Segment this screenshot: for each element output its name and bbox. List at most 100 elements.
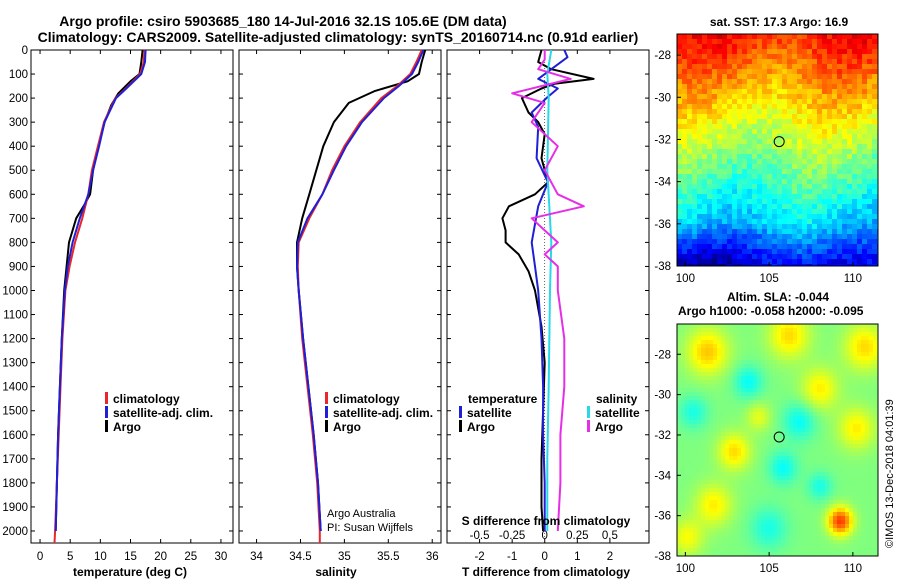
map-pixel [792, 34, 798, 40]
map-pixel [729, 500, 734, 505]
map-pixel [767, 99, 773, 105]
map-pixel [777, 169, 783, 175]
map-pixel [717, 34, 723, 40]
map-pixel [841, 396, 846, 401]
map-pixel [725, 496, 730, 501]
map-pixel [792, 114, 798, 120]
map-pixel [833, 340, 838, 345]
map-pixel [712, 199, 718, 205]
map-pixel [841, 504, 846, 509]
map-pixel [732, 149, 738, 155]
map-pixel [867, 169, 873, 175]
map-pixel [677, 34, 683, 40]
map-pixel [817, 64, 823, 70]
map-pixel [687, 64, 693, 70]
map-pixel [797, 34, 803, 40]
map-pixel [802, 39, 808, 45]
map-pixel [717, 84, 723, 90]
map-pixel [733, 364, 738, 369]
map-pixel [725, 388, 730, 393]
temperature-xlabel: temperature (deg C) [73, 565, 187, 579]
map-pixel [873, 388, 878, 393]
map-pixel [802, 194, 808, 200]
map-pixel [769, 504, 774, 509]
map-pixel [769, 400, 774, 405]
map-pixel [777, 360, 782, 365]
depth-tick-label: 200 [9, 93, 28, 105]
map-pixel [769, 528, 774, 533]
map-pixel [842, 219, 848, 225]
map-pixel [852, 134, 858, 140]
sla-map: Altim. SLA: -0.044 Argo h1000: -0.058 h2… [654, 290, 879, 575]
map-pixel [757, 456, 762, 461]
sst-map: sat. SST: 17.3 Argo: 16.9 100 105 110-28-3… [654, 15, 879, 285]
map-pixel [729, 496, 734, 501]
map-pixel [769, 376, 774, 381]
map-pixel [721, 476, 726, 481]
map-pixel [842, 254, 848, 260]
map-pixel [857, 259, 863, 265]
map-pixel [849, 332, 854, 337]
map-pixel [817, 384, 822, 389]
map-pixel [721, 500, 726, 505]
map-pixel [741, 376, 746, 381]
map-pixel [689, 332, 694, 337]
map-pixel [692, 34, 698, 40]
map-pixel [805, 364, 810, 369]
map-pixel [769, 456, 774, 461]
map-pixel [832, 194, 838, 200]
map-pixel [729, 364, 734, 369]
map-pixel [842, 124, 848, 130]
map-pixel [701, 468, 706, 473]
map-pixel [752, 149, 758, 155]
map-pixel [841, 440, 846, 445]
map-pixel [757, 159, 763, 165]
map-pixel [873, 384, 878, 389]
map-pixel [793, 376, 798, 381]
map-pixel [837, 504, 842, 509]
map-pixel [825, 484, 830, 489]
map-pixel [681, 392, 686, 397]
map-pixel [757, 324, 762, 329]
map-pixel [687, 259, 693, 265]
map-pixel [801, 348, 806, 353]
map-pixel [689, 392, 694, 397]
map-pixel [841, 468, 846, 473]
map-pixel [765, 484, 770, 489]
map-pixel [862, 89, 868, 95]
map-pixel [805, 352, 810, 357]
map-pixel [802, 254, 808, 260]
map-pixel [857, 344, 862, 349]
map-pixel [793, 536, 798, 541]
map-pixel [837, 154, 843, 160]
map-pixel [813, 384, 818, 389]
map-pixel [781, 520, 786, 525]
map-pixel [817, 404, 822, 409]
map-pixel [709, 428, 714, 433]
map-pixel [812, 59, 818, 65]
map-pixel [752, 104, 758, 110]
map-pixel [737, 472, 742, 477]
map-pixel [781, 480, 786, 485]
map-pixel [801, 516, 806, 521]
map-pixel [701, 524, 706, 529]
map-pixel [727, 229, 733, 235]
map-pixel [677, 332, 682, 337]
map-pixel [861, 536, 866, 541]
map-pixel [822, 244, 828, 250]
map-pixel [733, 452, 738, 457]
map-pixel [849, 352, 854, 357]
map-pixel [737, 368, 742, 373]
map-pixel [825, 344, 830, 349]
map-pixel [685, 352, 690, 357]
map-pixel [865, 340, 870, 345]
map-pixel [677, 114, 683, 120]
map-pixel [685, 496, 690, 501]
map-pixel [837, 516, 842, 521]
map-pixel [821, 344, 826, 349]
map-pixel [817, 488, 822, 493]
map-pixel [822, 84, 828, 90]
map-pixel [687, 194, 693, 200]
map-pixel [807, 209, 813, 215]
map-pixel [742, 164, 748, 170]
